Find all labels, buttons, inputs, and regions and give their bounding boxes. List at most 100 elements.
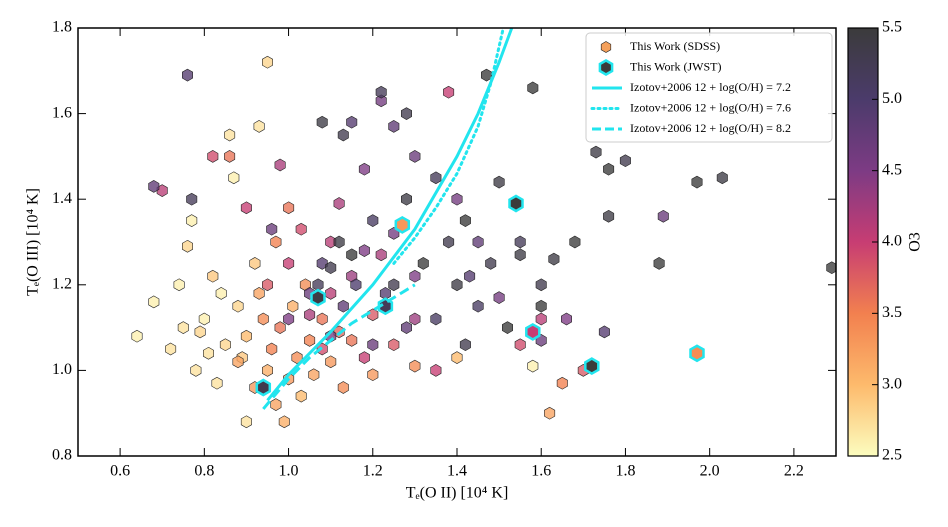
- sdss-point: [451, 192, 463, 206]
- sdss-point: [232, 299, 244, 313]
- legend-label: This Work (JWST): [630, 59, 721, 73]
- sdss-point: [569, 235, 581, 249]
- sdss-point: [131, 329, 143, 343]
- sdss-point: [367, 214, 379, 227]
- sdss-point: [325, 287, 337, 300]
- sdss-point: [548, 252, 560, 266]
- sdss-point: [527, 81, 539, 95]
- x-tick-label: 1.8: [615, 463, 635, 480]
- sdss-point: [287, 299, 299, 313]
- sdss-point: [443, 85, 455, 99]
- x-tick-label: 2.0: [700, 463, 720, 480]
- legend: This Work (SDSS) This Work (JWST) Izotov+2…: [585, 32, 833, 143]
- y-tick-label: 1.6: [52, 104, 72, 121]
- sdss-point: [253, 120, 265, 133]
- colorbar-tick-label: 3.0: [882, 375, 902, 392]
- legend-marker: [598, 59, 614, 76]
- sdss-point: [443, 235, 455, 249]
- sdss-point: [325, 261, 337, 275]
- sdss-point: [358, 244, 370, 257]
- sdss-point: [358, 351, 370, 364]
- sdss-point: [304, 334, 316, 347]
- sdss-point: [544, 406, 556, 420]
- sdss-point: [367, 368, 379, 382]
- sdss-point: [556, 376, 568, 390]
- sdss-point: [367, 338, 379, 352]
- sdss-point: [203, 346, 214, 360]
- colorbar-tick-label: 5.0: [882, 90, 902, 107]
- sdss-point: [186, 192, 198, 206]
- sdss-point: [598, 325, 610, 339]
- sdss-point: [283, 312, 295, 326]
- sdss-point: [207, 269, 219, 283]
- sdss-point: [316, 115, 328, 129]
- sdss-point: [375, 248, 387, 262]
- colorbar-label: O3: [907, 232, 924, 252]
- sdss-point: [240, 329, 252, 343]
- sdss-point: [493, 291, 505, 304]
- sdss-point: [493, 175, 505, 189]
- sdss-point: [527, 359, 539, 373]
- plot-frame: [77, 27, 837, 457]
- y-tick-label: 1.0: [52, 361, 72, 378]
- sdss-point: [304, 308, 316, 322]
- sdss-point: [590, 145, 602, 159]
- x-tick-label: 1.2: [363, 463, 383, 480]
- sdss-point: [173, 278, 185, 292]
- jwst-point: [394, 215, 411, 234]
- sdss-point: [337, 381, 349, 394]
- sdss-point: [215, 287, 227, 300]
- plot-area: [131, 28, 836, 429]
- sdss-point: [514, 248, 526, 262]
- sdss-point: [148, 295, 160, 309]
- sdss-point: [409, 312, 421, 326]
- y-tick-label: 0.8: [52, 447, 72, 464]
- sdss-point: [261, 364, 274, 377]
- sdss-point: [657, 209, 669, 223]
- jwst-point: [310, 288, 326, 307]
- sdss-point: [211, 376, 223, 390]
- legend-marker: [600, 41, 612, 53]
- sdss-point: [148, 180, 160, 193]
- sdss-point: [198, 312, 210, 326]
- jwst-point: [255, 378, 272, 397]
- sdss-point: [409, 359, 421, 373]
- sdss-point: [472, 299, 484, 313]
- jwst-point: [508, 194, 524, 213]
- sdss-point: [400, 107, 413, 120]
- sdss-point: [333, 197, 345, 210]
- sdss-point: [451, 278, 463, 292]
- x-tick-label: 1.6: [531, 463, 551, 480]
- sdss-point: [560, 312, 573, 326]
- sdss-point: [464, 269, 476, 283]
- sdss-point: [400, 192, 413, 206]
- sdss-point: [409, 150, 421, 163]
- sdss-point: [358, 162, 370, 176]
- sdss-point: [177, 321, 189, 334]
- sdss-point: [165, 342, 177, 356]
- sdss-point: [430, 312, 442, 326]
- sdss-point: [346, 248, 358, 262]
- legend-label: Izotov+2006 12 + log(O/H) = 7.6: [630, 100, 791, 114]
- sdss-point: [430, 171, 442, 185]
- sdss-point: [283, 201, 295, 215]
- colorbar-tick-label: 5.5: [882, 19, 902, 36]
- sdss-point: [308, 368, 320, 382]
- sdss-point: [274, 321, 286, 334]
- colorbar-tick-label: 2.5: [882, 447, 902, 464]
- sdss-point: [400, 321, 413, 334]
- legend-label: Izotov+2006 12 + log(O/H) = 7.2: [630, 80, 791, 94]
- sdss-point: [535, 299, 547, 313]
- sdss-point: [472, 235, 484, 249]
- sdss-point: [270, 398, 282, 411]
- x-tick-label: 0.8: [194, 463, 214, 480]
- y-tick-label: 1.4: [52, 190, 72, 207]
- sdss-point: [826, 261, 836, 275]
- sdss-point: [224, 150, 236, 163]
- jwst-point: [525, 322, 541, 341]
- x-tick-label: 1.4: [447, 463, 467, 480]
- sdss-point: [240, 415, 252, 429]
- sdss-point: [480, 68, 493, 82]
- sdss-point: [295, 389, 307, 403]
